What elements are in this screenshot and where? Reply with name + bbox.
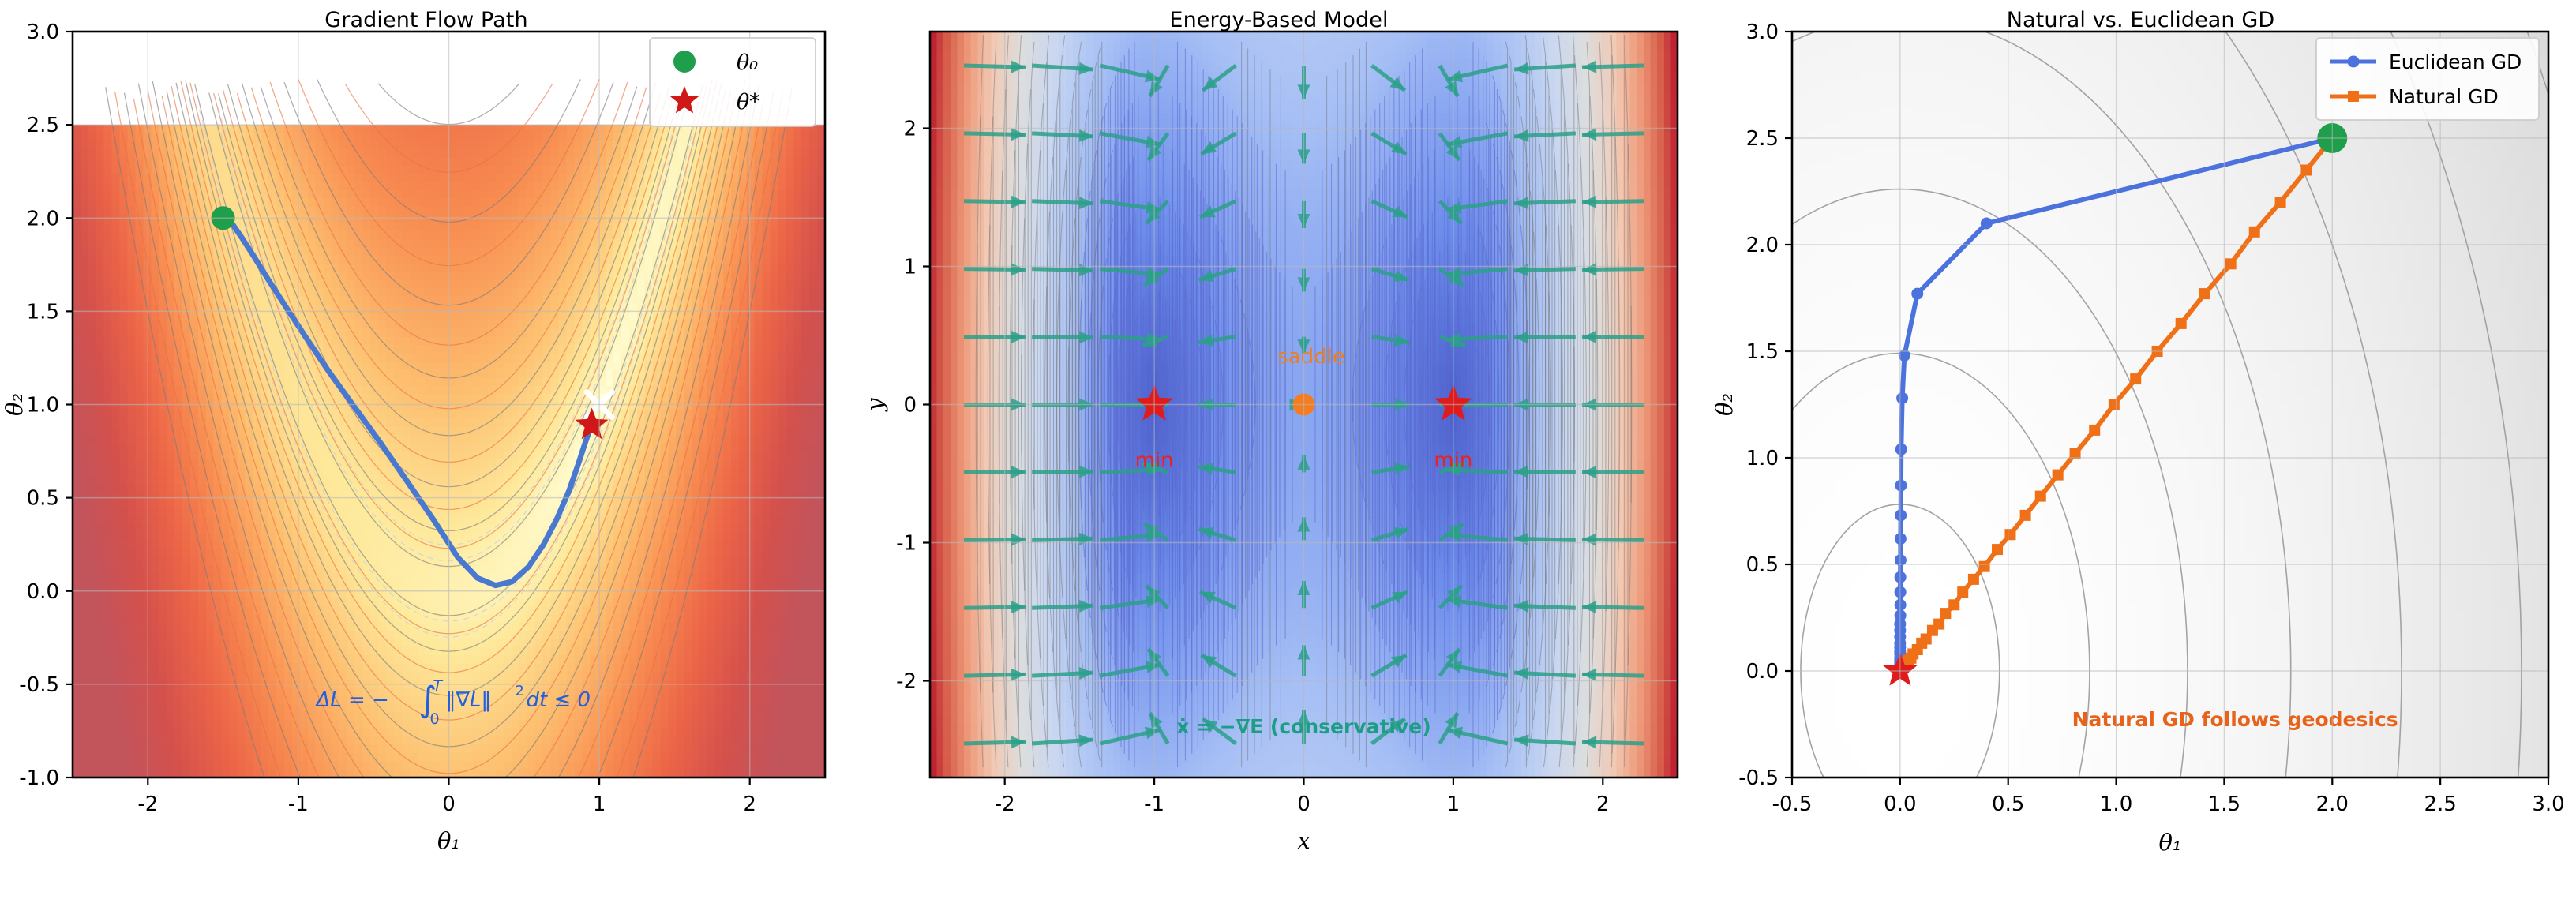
theta-star-marker [575,407,609,440]
gridlines [930,32,1678,777]
metric-surface-contourf [1792,32,2548,777]
legend-star-icon [669,86,699,114]
legend-label-theta0: θ₀ [737,51,758,75]
axis-ticks: -0.5 0.0 0.5 1.0 1.5 2.0 2.5 3.0-0.50.00.51.01.… [1738,21,2564,816]
x-axis-label: x [1297,827,1310,854]
legend-label-natural-gd: Natural GD [2389,85,2499,108]
panel-1-title: Gradient Flow Path [0,8,853,32]
panel-3-title: Natural vs. Euclidean GD [1705,8,2576,32]
panel-1-plot: ΔL = − ∫T0‖∇L‖ 2 dt ≤ 0-2 -1 0 1 2-1.0-0.50.00.… [1,21,827,854]
legend-circle-icon [673,51,696,73]
legend-label-euclidean-gd: Euclidean GD [2389,51,2522,73]
legend-square-icon-natural [2348,91,2359,102]
axis-ticks: -2 -1 0 1 2-1.0-0.50.00.51.01.52.02.53.0 [19,21,756,816]
natural-gd-points [1901,133,2338,669]
panel-gradient-flow-path: Gradient Flow Path ΔL = − ∫ T 0 ‖∇L‖ 2 dt ≤ 0-… [0,0,853,918]
panel-1-legend: θ₀ θ* [649,37,816,127]
legend-label-theta-star: θ* [737,90,760,114]
panel-3-plot: Natural GD follows geodesics-0.5 0.0 0.5 1.… [1711,21,2565,856]
panel-energy-based-model: Energy-Based Model saddle min min ẋ = −∇E (… [853,0,1705,918]
geodesic-annotation: Natural GD follows geodesics [2072,708,2398,731]
panel-2-title: Energy-Based Model [853,8,1705,32]
y-axis-label: θ₂ [1,393,28,416]
panel-3-legend: Euclidean GD Natural GD [2315,37,2540,121]
legend-circle-icon-euclidean [2347,55,2360,68]
loss-surface-contourf [73,125,825,777]
y-axis-label: θ₂ [1711,393,1738,416]
x-axis-label: θ₁ [2158,829,2181,856]
axes-frame [1790,30,2550,779]
y-axis-label: y [861,398,888,413]
gradient-flow-trajectory [220,215,595,589]
x-axis-label: θ₁ [437,827,460,854]
loss-decrease-annotation: ΔL = − ∫T0‖∇L‖ 2 dt ≤ 0 [315,677,591,728]
vector-field-quiver [963,60,1644,749]
panel-natural-vs-euclidean-gd: Natural vs. Euclidean GD Natural GD foll… [1705,0,2576,918]
saddle-label: saddle [1277,345,1345,369]
